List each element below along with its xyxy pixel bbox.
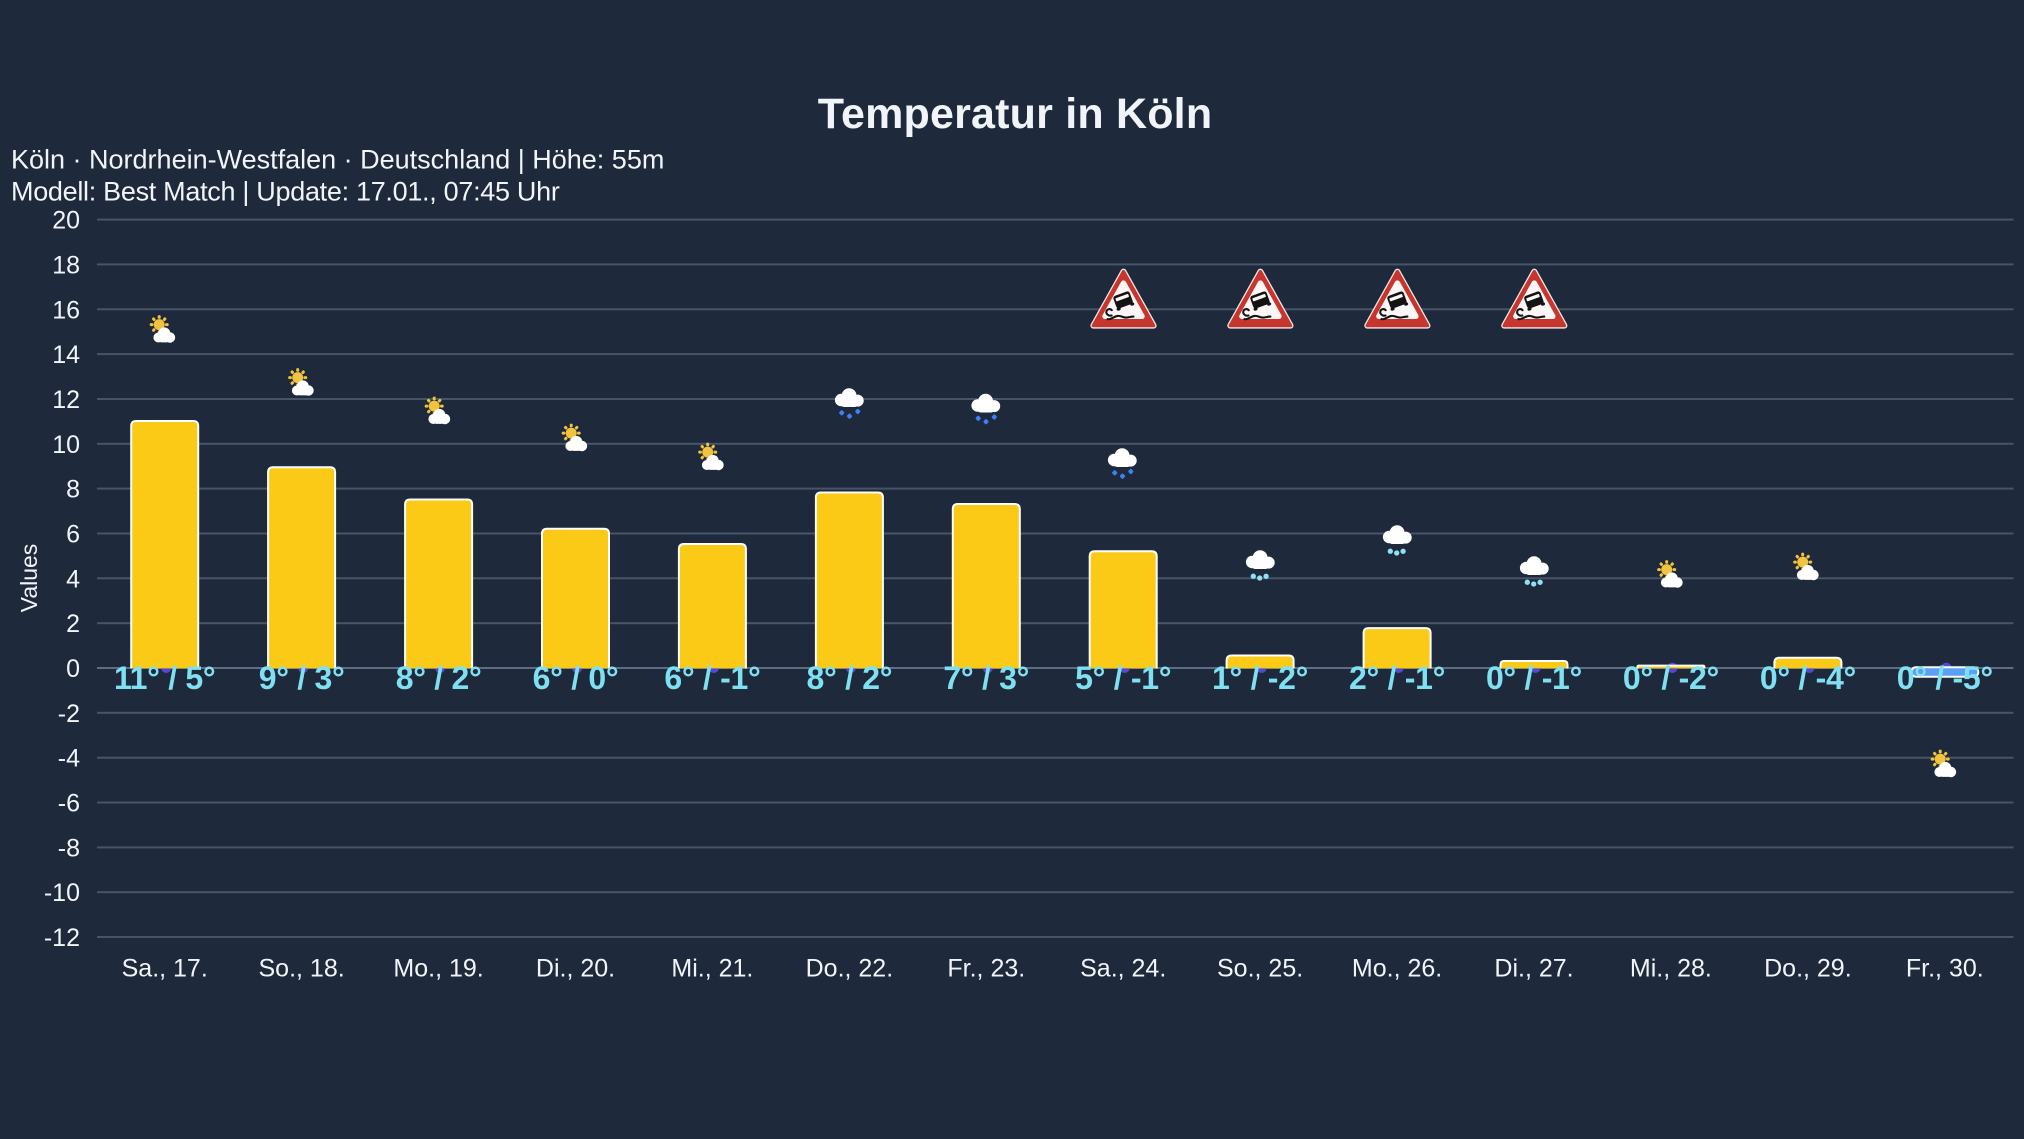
svg-text:7° / 3°: 7° / 3° <box>943 660 1029 696</box>
svg-text:-4: -4 <box>58 745 80 773</box>
svg-text:11° / 5°: 11° / 5° <box>114 660 216 696</box>
svg-text:8° / 2°: 8° / 2° <box>396 660 482 696</box>
svg-text:10: 10 <box>52 431 80 459</box>
svg-text:Mo., 26.: Mo., 26. <box>1352 955 1442 983</box>
svg-text:Köln · Nordrhein-Westfalen · D: Köln · Nordrhein-Westfalen · Deutschland… <box>11 145 664 175</box>
svg-text:0° / -4°: 0° / -4° <box>1760 660 1856 696</box>
svg-text:Mi., 28.: Mi., 28. <box>1630 955 1712 983</box>
svg-text:So., 25.: So., 25. <box>1217 955 1303 983</box>
svg-text:1° / -2°: 1° / -2° <box>1212 660 1308 696</box>
svg-text:Fr., 30.: Fr., 30. <box>1906 955 1984 983</box>
svg-text:6: 6 <box>66 521 80 549</box>
svg-text:14: 14 <box>52 341 80 369</box>
svg-text:18: 18 <box>52 251 80 279</box>
svg-text:6° / 0°: 6° / 0° <box>533 660 619 696</box>
svg-text:-8: -8 <box>58 834 80 862</box>
svg-text:Sa., 24.: Sa., 24. <box>1080 955 1166 983</box>
svg-text:2: 2 <box>66 610 80 638</box>
svg-text:So., 18.: So., 18. <box>259 955 345 983</box>
svg-text:8° / 2°: 8° / 2° <box>807 660 893 696</box>
svg-text:-12: -12 <box>44 924 80 952</box>
svg-text:Do., 29.: Do., 29. <box>1764 955 1852 983</box>
svg-text:0° / -2°: 0° / -2° <box>1623 660 1719 696</box>
svg-text:0° / -1°: 0° / -1° <box>1486 660 1582 696</box>
svg-text:-10: -10 <box>44 879 80 907</box>
svg-text:16: 16 <box>52 296 80 324</box>
svg-text:Modell: Best Match | Update: 1: Modell: Best Match | Update: 17.01., 07:… <box>11 177 560 207</box>
svg-text:6° / -1°: 6° / -1° <box>664 660 760 696</box>
svg-text:4: 4 <box>66 565 80 593</box>
svg-text:0° / -5°: 0° / -5° <box>1897 660 1993 696</box>
svg-text:Sa., 17.: Sa., 17. <box>122 955 208 983</box>
svg-text:8: 8 <box>66 476 80 504</box>
svg-text:2° / -1°: 2° / -1° <box>1349 660 1445 696</box>
svg-text:5° / -1°: 5° / -1° <box>1075 660 1171 696</box>
svg-text:9° / 3°: 9° / 3° <box>259 660 345 696</box>
svg-text:-2: -2 <box>58 700 80 728</box>
svg-text:0: 0 <box>66 655 80 683</box>
svg-text:Temperatur in Köln: Temperatur in Köln <box>818 90 1213 138</box>
svg-text:12: 12 <box>52 386 80 414</box>
svg-text:Do., 22.: Do., 22. <box>806 955 894 983</box>
svg-text:Fr., 23.: Fr., 23. <box>947 955 1025 983</box>
svg-text:Mo., 19.: Mo., 19. <box>393 955 483 983</box>
svg-text:Di., 20.: Di., 20. <box>536 955 615 983</box>
svg-text:-6: -6 <box>58 790 80 818</box>
svg-text:Di., 27.: Di., 27. <box>1494 955 1573 983</box>
svg-text:Mi., 21.: Mi., 21. <box>671 955 753 983</box>
svg-text:20: 20 <box>52 207 80 235</box>
svg-text:Values: Values <box>16 544 42 613</box>
